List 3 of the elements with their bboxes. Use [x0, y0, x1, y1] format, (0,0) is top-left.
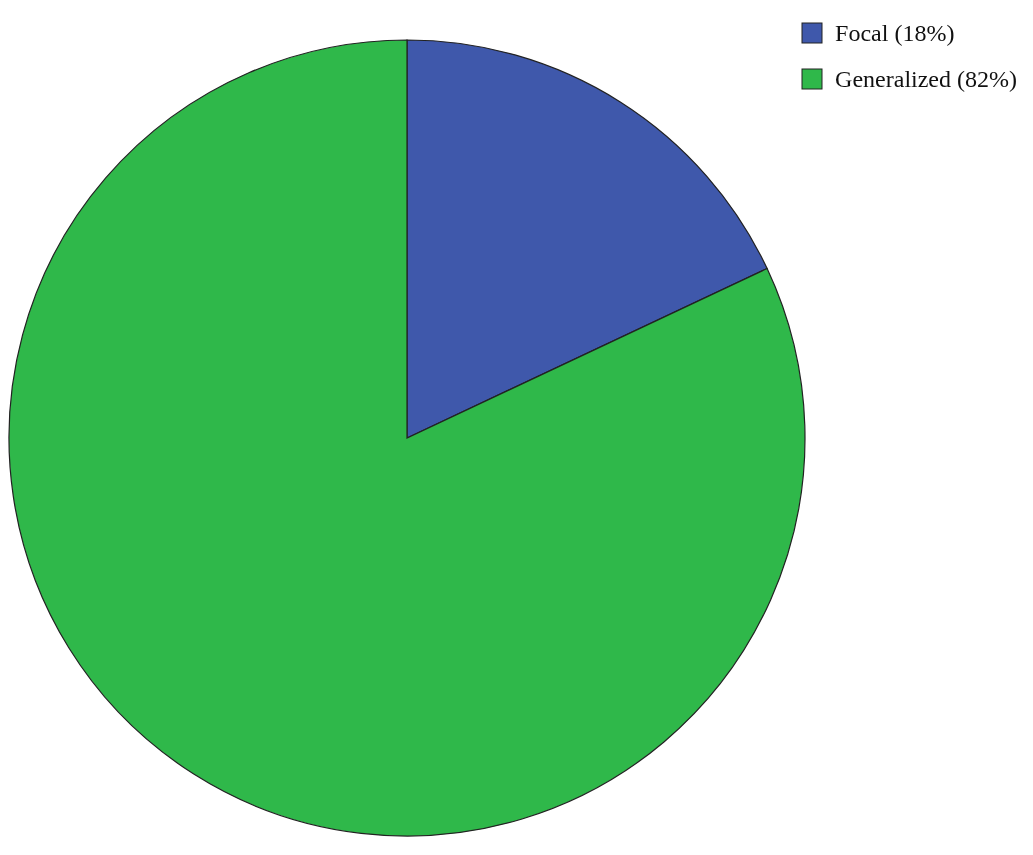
legend-label: Focal (18%): [835, 19, 955, 47]
pie-slice: [8, 39, 806, 837]
legend-label: Generalized (82%): [835, 65, 1017, 93]
